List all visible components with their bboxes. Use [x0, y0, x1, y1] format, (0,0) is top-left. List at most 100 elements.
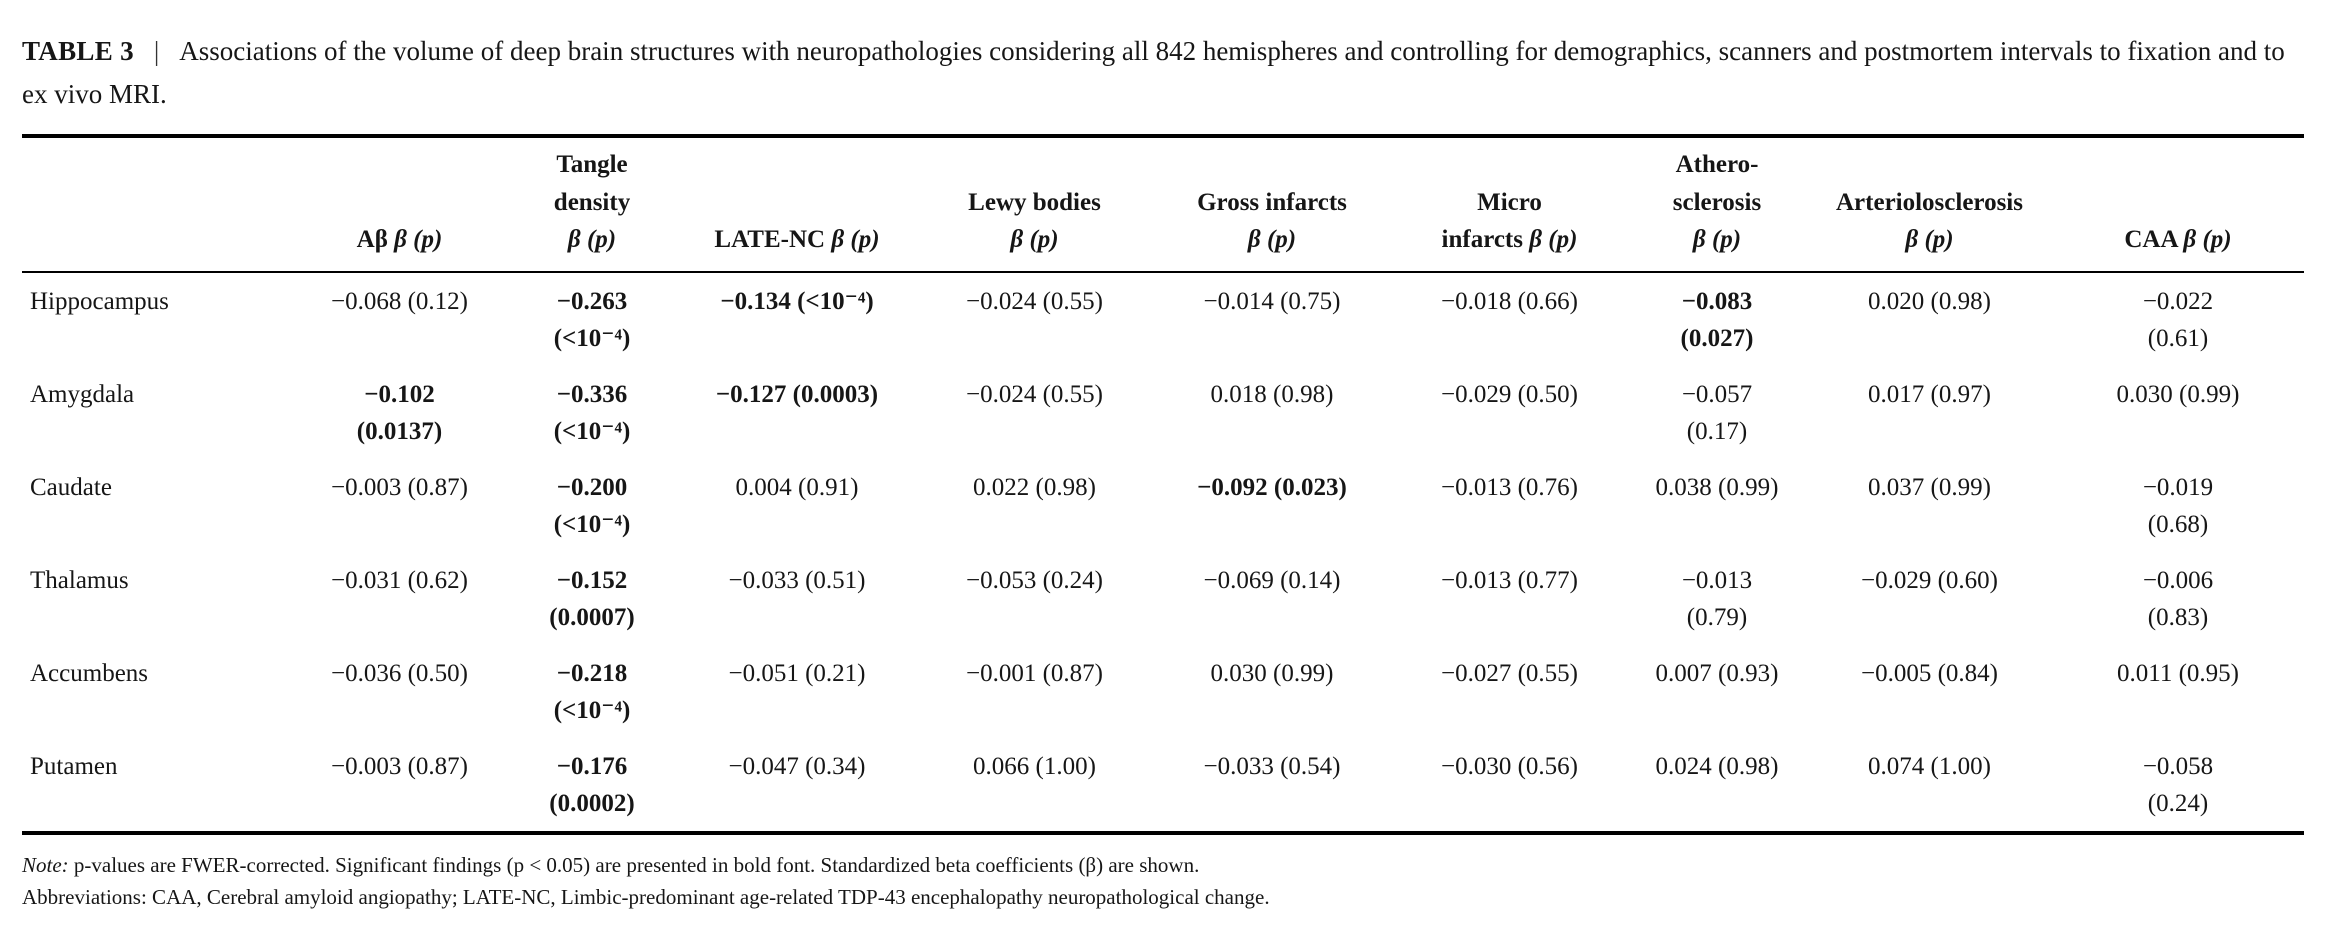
cell-value: −0.218 (<10⁻⁴) — [553, 659, 631, 725]
header-row: Aβ β (p) Tangle density β (p) LATE-NC β (… — [22, 136, 2304, 273]
table-cell: −0.336 (<10⁻⁴) — [507, 366, 677, 459]
cell-value: −0.092 (0.023) — [1197, 473, 1347, 501]
header-cell-abeta: Aβ β (p) — [292, 136, 507, 273]
cell-value: −0.019 (0.68) — [2142, 473, 2214, 539]
table-row-amygdala: Amygdala −0.102 (0.0137) −0.336 (<10⁻⁴) … — [22, 366, 2304, 459]
header-cell-gross-infarcts: Gross infarcts β (p) — [1152, 136, 1392, 273]
cell-value: 0.037 (0.99) — [1868, 473, 1991, 501]
row-label: Amygdala — [30, 380, 135, 408]
cell-value: −0.013 (0.79) — [1681, 566, 1753, 632]
table-cell: −0.152 (0.0007) — [507, 552, 677, 645]
header-cell-atherosclerosis: Athero- sclerosis β (p) — [1627, 136, 1807, 273]
abbreviations-line: Abbreviations: CAA, Cerebral amyloid ang… — [22, 881, 2304, 914]
table-cell: 0.038 (0.99) — [1627, 459, 1807, 552]
header-beta-p: β (p) — [1529, 226, 1578, 254]
header-beta-p: β (p) — [1247, 226, 1297, 254]
header-label: Aβ — [356, 226, 388, 254]
table-body: Hippocampus −0.068 (0.12) −0.263 (<10⁻⁴)… — [22, 272, 2304, 833]
table-cell: −0.200 (<10⁻⁴) — [507, 459, 677, 552]
cell-value: −0.134 (<10⁻⁴) — [720, 287, 874, 315]
cell-value: −0.014 (0.75) — [1203, 287, 1341, 315]
table-cell: 0.030 (0.99) — [1152, 645, 1392, 738]
table-cell: 0.004 (0.91) — [677, 459, 917, 552]
cell-value: −0.036 (0.50) — [331, 659, 468, 687]
cell-value: 0.024 (0.98) — [1655, 752, 1779, 780]
table-row-thalamus: Thalamus −0.031 (0.62) −0.152 (0.0007) −… — [22, 552, 2304, 645]
note-label: Note: — [22, 852, 69, 877]
table-cell: −0.013 (0.79) — [1627, 552, 1807, 645]
row-label: Putamen — [30, 752, 118, 780]
table-cell: −0.019 (0.68) — [2052, 459, 2304, 552]
table-cell: 0.024 (0.98) — [1627, 738, 1807, 833]
cell-value: −0.102 (0.0137) — [356, 380, 443, 446]
header-beta-p: β (p) — [831, 226, 880, 254]
table-cell: −0.053 (0.24) — [917, 552, 1152, 645]
cell-value: 0.030 (0.99) — [1210, 659, 1334, 687]
table-cell: 0.074 (1.00) — [1807, 738, 2052, 833]
cell-value: 0.066 (1.00) — [973, 752, 1096, 780]
header-label: Lewy bodies — [968, 188, 1101, 216]
abbreviations-text: Abbreviations: CAA, Cerebral amyloid ang… — [22, 885, 1270, 910]
header-cell-arteriolosclerosis: Arteriolosclerosis β (p) — [1807, 136, 2052, 273]
row-label: Caudate — [30, 473, 112, 501]
table-cell: −0.024 (0.55) — [917, 366, 1152, 459]
cell-value: −0.022 (0.61) — [2142, 287, 2214, 353]
cell-value: 0.074 (1.00) — [1868, 752, 1991, 780]
header-beta-p: β (p) — [394, 226, 443, 254]
cell-value: −0.127 (0.0003) — [715, 380, 879, 408]
cell-value: 0.020 (0.98) — [1868, 287, 1991, 315]
table-cell: 0.030 (0.99) — [2052, 366, 2304, 459]
table-row-putamen: Putamen −0.003 (0.87) −0.176 (0.0002) −0… — [22, 738, 2304, 833]
table-cell: −0.127 (0.0003) — [677, 366, 917, 459]
cell-value: 0.030 (0.99) — [2116, 380, 2240, 408]
header-beta-p: β (p) — [1010, 226, 1059, 254]
cell-value: −0.051 (0.21) — [728, 659, 866, 687]
table-cell: −0.001 (0.87) — [917, 645, 1152, 738]
table-cell: −0.068 (0.12) — [292, 272, 507, 366]
cell-value: −0.263 (<10⁻⁴) — [553, 287, 631, 353]
header-beta-p: β (p) — [1692, 226, 1742, 254]
table-cell: −0.022 (0.61) — [2052, 272, 2304, 366]
row-label: Hippocampus — [30, 287, 169, 315]
header-cell-structure — [22, 136, 292, 273]
table-cell: −0.036 (0.50) — [292, 645, 507, 738]
header-beta-p: β (p) — [2183, 226, 2232, 254]
cell-value: 0.007 (0.93) — [1655, 659, 1779, 687]
table-cell: −0.024 (0.55) — [917, 272, 1152, 366]
header-cell-late-nc: LATE-NC β (p) — [677, 136, 917, 273]
cell-value: 0.011 (0.95) — [2117, 659, 2239, 687]
table-cell: −0.013 (0.77) — [1392, 552, 1627, 645]
table-cell: −0.069 (0.14) — [1152, 552, 1392, 645]
cell-value: −0.200 (<10⁻⁴) — [553, 473, 631, 539]
header-cell-caa: CAA β (p) — [2052, 136, 2304, 273]
cell-value: −0.013 (0.76) — [1441, 473, 1578, 501]
table-cell: 0.011 (0.95) — [2052, 645, 2304, 738]
cell-value: −0.029 (0.60) — [1861, 566, 1998, 594]
table-row-accumbens: Accumbens −0.036 (0.50) −0.218 (<10⁻⁴) −… — [22, 645, 2304, 738]
header-label: Tangle density — [553, 151, 631, 216]
cell-value: 0.038 (0.99) — [1655, 473, 1779, 501]
table-cell: −0.051 (0.21) — [677, 645, 917, 738]
table-cell: −0.005 (0.84) — [1807, 645, 2052, 738]
table-cell: −0.083 (0.027) — [1627, 272, 1807, 366]
table-cell: −0.014 (0.75) — [1152, 272, 1392, 366]
table-cell: −0.263 (<10⁻⁴) — [507, 272, 677, 366]
table-cell: −0.003 (0.87) — [292, 459, 507, 552]
table-notes: Note: p-values are FWER-corrected. Signi… — [22, 849, 2304, 914]
cell-value: −0.006 (0.83) — [2142, 566, 2214, 632]
header-label: LATE-NC — [714, 226, 826, 254]
note-line: Note: p-values are FWER-corrected. Signi… — [22, 849, 2304, 882]
cell-value: −0.029 (0.50) — [1441, 380, 1578, 408]
table-cell: −0.058 (0.24) — [2052, 738, 2304, 833]
cell-value: −0.013 (0.77) — [1441, 566, 1578, 594]
caption-text: Associations of the volume of deep brain… — [22, 36, 2285, 110]
caption-separator-bar: | — [153, 36, 160, 66]
cell-value: −0.068 (0.12) — [331, 287, 468, 315]
table-cell: −0.134 (<10⁻⁴) — [677, 272, 917, 366]
table-cell: −0.031 (0.62) — [292, 552, 507, 645]
table-cell: −0.030 (0.56) — [1392, 738, 1627, 833]
cell-value: 0.017 (0.97) — [1868, 380, 1991, 408]
cell-value: −0.083 (0.027) — [1680, 287, 1754, 353]
table-number: TABLE 3 — [22, 36, 134, 66]
row-label: Thalamus — [30, 566, 129, 594]
